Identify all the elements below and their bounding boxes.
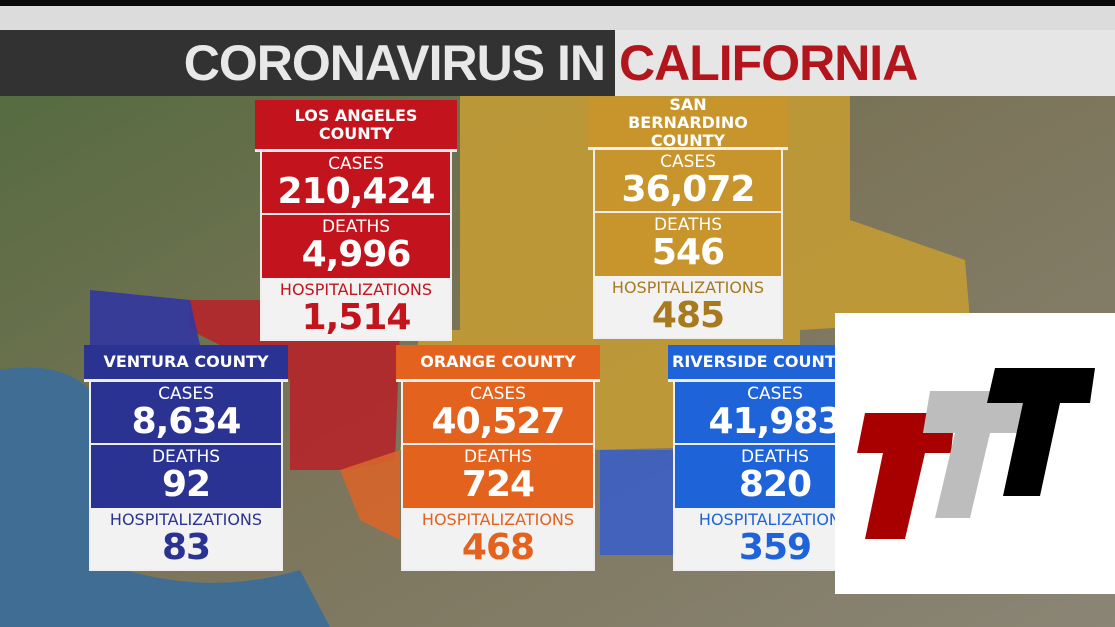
deaths-label: DEATHS [740,447,810,467]
cases-label: CASES [158,384,214,404]
cases-value: 40,527 [431,401,566,442]
deaths-label: DEATHS [653,215,723,235]
cases-value: 36,072 [621,169,756,210]
cases-value: 8,634 [131,401,242,442]
channel-logo [835,313,1115,594]
cases-label: CASES [328,154,384,174]
cases-label: CASES [747,384,803,404]
deaths-label: DEATHS [151,447,221,467]
county-name: LOS ANGELES COUNTY [255,100,457,152]
title-california: CALIFORNIA [615,30,1115,96]
riverside-region [600,450,680,555]
logo-red-t [857,413,955,539]
county-card-los-angeles: LOS ANGELES COUNTY CASES 210,424 DEATHS … [255,100,457,341]
los-angeles-region [190,300,400,470]
county-card-ventura: VENTURA COUNTY CASES 8,634 DEATHS 92 HOS… [84,345,288,571]
hospitalizations-value: 1,514 [301,297,412,338]
county-name: VENTURA COUNTY [84,345,288,382]
hospitalizations-label: HOSPITALIZATIONS [421,510,575,529]
logo-gray-t [923,391,1030,518]
deaths-label: DEATHS [321,217,391,237]
county-name: ORANGE COUNTY [396,345,600,382]
hospitalizations-value: 359 [738,527,812,568]
county-card-san-bernardino: SAN BERNARDINO COUNTY CASES 36,072 DEATH… [588,95,788,339]
cases-value: 41,983 [708,401,843,442]
ocean [0,367,330,627]
deaths-value: 4,996 [301,234,412,275]
hospitalizations-label: HOSPITALIZATIONS [698,510,852,529]
deaths-value: 820 [738,464,812,505]
deaths-value: 724 [461,464,535,505]
hospitalizations-label: HOSPITALIZATIONS [109,510,263,529]
hospitalizations-value: 468 [461,527,535,568]
hospitalizations-label: HOSPITALIZATIONS [279,280,433,299]
logo-black-t [987,368,1095,496]
hospitalizations-value: 485 [651,295,725,336]
deaths-value: 546 [651,232,725,273]
cases-label: CASES [660,152,716,172]
ventura-region [90,290,200,345]
county-name: SAN BERNARDINO COUNTY [588,95,788,150]
orange-region [340,450,400,540]
top-bar [0,0,1115,6]
cases-label: CASES [470,384,526,404]
hospitalizations-label: HOSPITALIZATIONS [611,278,765,297]
hospitalizations-value: 83 [161,527,211,568]
county-card-orange: ORANGE COUNTY CASES 40,527 DEATHS 724 HO… [396,345,600,571]
top-strip [0,6,1115,30]
title-coronavirus-in: CORONAVIRUS IN [0,30,615,96]
deaths-label: DEATHS [463,447,533,467]
cases-value: 210,424 [277,171,436,212]
deaths-value: 92 [161,464,211,505]
